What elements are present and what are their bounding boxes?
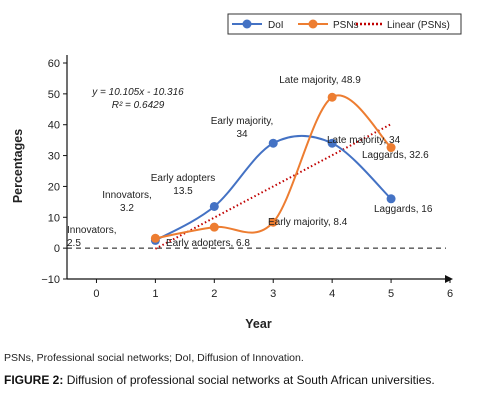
y-axis-label: Percentages (11, 129, 25, 203)
data-label-psns-innovators: Innovators, 3.2 (102, 190, 151, 214)
trend-equation: y = 10.105x - 10.316 (91, 87, 184, 98)
legend-marker-doi (242, 19, 252, 29)
x-tick-label: 1 (152, 288, 158, 300)
caption-label: FIGURE 2: (4, 373, 64, 387)
legend-label-linear-psns: Linear (PSNs) (387, 20, 450, 31)
data-label-psns-late-majority: Late majority, 48.9 (279, 75, 361, 86)
data-point-doi (327, 138, 337, 148)
data-label-psns-laggards: Laggards, 32.6 (362, 150, 429, 161)
legend-label-psns: PSNs (333, 20, 359, 31)
x-tick-label: 4 (329, 288, 335, 300)
data-point-doi (386, 194, 396, 204)
data-point-psns (268, 217, 278, 227)
data-point-doi (209, 201, 219, 211)
trendline (154, 123, 392, 250)
data-point-psns (327, 92, 337, 102)
r-squared: R² = 0.6429 (112, 100, 165, 111)
y-tick-label: 60 (48, 58, 60, 70)
tick-labels: −10 0 10 20 30 40 50 60 0 1 2 3 4 5 6 Year Percentages (11, 58, 453, 331)
y-tick-label: 10 (48, 212, 60, 224)
data-label-psns-early-adopters: Early adopters, 6.8 (166, 238, 250, 249)
y-tick-label: 20 (48, 181, 60, 193)
x-tick-label: 2 (211, 288, 217, 300)
y-tick-label: 30 (48, 151, 60, 163)
data-label-doi-innovators: Innovators, 2.5 (67, 225, 116, 249)
figure-caption: FIGURE 2: Diffusion of professional soci… (4, 373, 435, 387)
x-tick-label: 0 (93, 288, 99, 300)
x-tick-label: 5 (388, 288, 394, 300)
data-labels: Innovators, 2.5 Early adopters 13.5 Early ma… (67, 75, 433, 249)
x-tick-label: 6 (447, 288, 453, 300)
caption-text: Diffusion of professional social network… (66, 373, 435, 387)
data-point-psns (150, 233, 160, 243)
data-label-doi-late-majority: Late majority, 34 (327, 135, 401, 146)
x-axis-label: Year (245, 317, 272, 331)
legend-marker-psns (308, 19, 318, 29)
data-label-psns-early-majority: Early majority, 8.4 (268, 217, 348, 228)
legend-label-doi: DoI (268, 20, 284, 31)
trendline-linear-psns (154, 123, 392, 250)
series-line-psns (155, 94, 392, 240)
data-point-doi (268, 138, 278, 148)
y-tick-label: 50 (48, 89, 60, 101)
data-label-doi-early-adopters: Early adopters 13.5 (151, 173, 215, 197)
chart: −10 0 10 20 30 40 50 60 0 1 2 3 4 5 6 Year Percentages I… (11, 13, 462, 331)
axes (66, 55, 453, 283)
y-tick-label: −10 (41, 274, 60, 286)
legend-box (227, 13, 462, 35)
data-label-doi-early-majority: Early majority, 34 (211, 116, 274, 140)
y-tick-label: 40 (48, 120, 60, 132)
data-point-psns (209, 222, 219, 232)
equation-annotation: y = 10.105x - 10.316 R² = 0.6429 (91, 87, 184, 111)
data-point-psns (386, 143, 396, 153)
legend: DoI PSNs Linear (PSNs) (227, 13, 462, 35)
y-tick-label: 0 (54, 243, 60, 255)
data-label-doi-laggards: Laggards, 16 (374, 204, 433, 215)
data-points (150, 92, 396, 245)
x-axis-arrow-icon (445, 275, 453, 283)
footnote: PSNs, Professional social networks; DoI,… (4, 352, 304, 364)
x-tick-label: 3 (270, 288, 276, 300)
